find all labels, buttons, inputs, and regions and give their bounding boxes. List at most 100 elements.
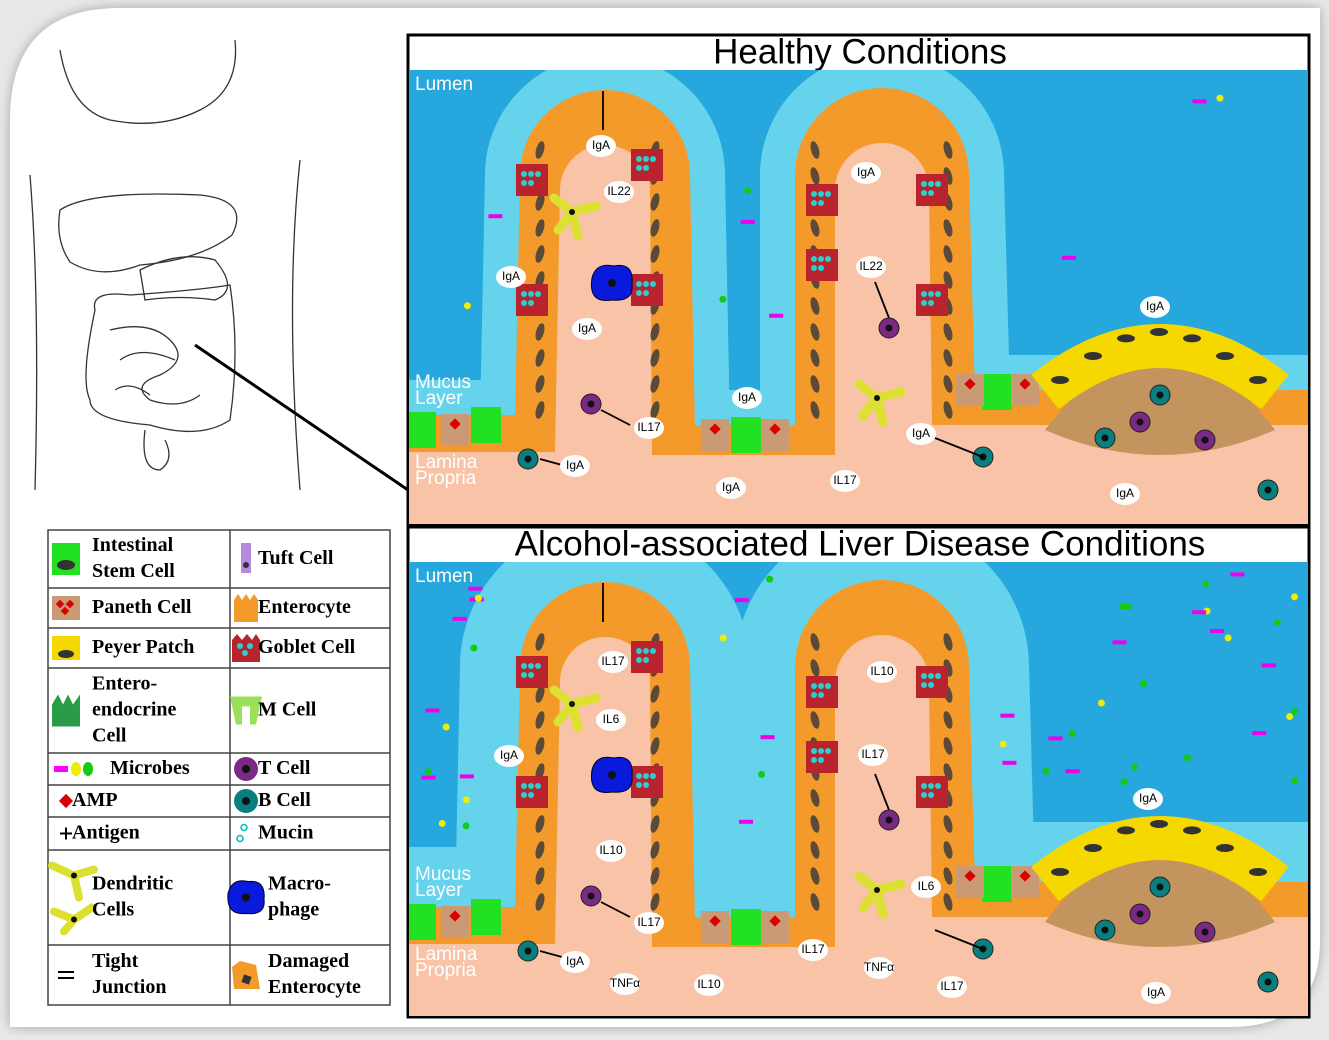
nucleus — [650, 245, 660, 263]
nucleus — [535, 711, 545, 729]
mucin-granule — [928, 190, 934, 196]
nucleus — [943, 867, 953, 885]
mucin-granule — [528, 672, 534, 678]
nucleus — [1216, 352, 1234, 360]
cytokine-label: IgA — [1146, 299, 1164, 313]
nucleus — [535, 219, 545, 237]
mucin-granule — [928, 291, 934, 297]
goblet-cell — [916, 174, 948, 206]
legend-icon — [52, 694, 80, 727]
cytokine-label: IgA — [578, 321, 596, 335]
goblet-icon — [232, 634, 260, 662]
nucleus — [810, 659, 820, 677]
mucin-granule — [825, 748, 831, 754]
microbe — [1252, 731, 1267, 736]
legend-icon — [48, 861, 98, 936]
nucleus — [58, 650, 74, 658]
microbe — [1139, 680, 1147, 688]
legend-label: M Cell — [258, 698, 317, 720]
arrow — [934, 929, 984, 950]
microbe — [719, 634, 727, 642]
nucleus — [535, 685, 545, 703]
arrow — [874, 281, 890, 319]
nucleus — [1249, 868, 1267, 876]
nucleus — [535, 893, 545, 911]
nucleus — [943, 893, 953, 911]
goblet-cell — [916, 666, 948, 698]
mucin-granule — [521, 171, 527, 177]
microbe-rod — [54, 766, 68, 772]
microbe — [1291, 707, 1299, 715]
mucin-granule — [636, 648, 642, 654]
cytokine-label: IL22 — [859, 259, 883, 273]
legend-line: phage — [268, 898, 319, 920]
panel-title: Healthy Conditions — [713, 32, 1007, 71]
mucin-granule — [636, 156, 642, 162]
tuft-icon — [241, 543, 251, 573]
mucin-granule — [928, 673, 934, 679]
mucin-granule — [521, 672, 527, 678]
lamina-label-line: Propria — [415, 960, 477, 981]
mucin-granule — [643, 782, 649, 788]
amp-icon — [58, 793, 74, 809]
microbe — [462, 822, 470, 830]
mucus-label-line: Layer — [415, 388, 463, 409]
microbe — [1130, 763, 1138, 771]
arrow — [934, 437, 984, 458]
legend-line: Entero- — [92, 672, 157, 694]
mucin-granule — [528, 291, 534, 297]
microbe — [1048, 736, 1063, 741]
microbe — [438, 819, 446, 827]
legend: Intestinal Stem Cell Tuft Cell Paneth Cell E… — [47, 529, 391, 1006]
mucin-granule — [811, 200, 817, 206]
arrow — [539, 950, 563, 958]
nucleus — [241, 974, 252, 985]
microbe — [744, 187, 752, 195]
legend-line: Macro- — [268, 872, 331, 894]
mucin-dot — [242, 650, 248, 656]
microbe — [1261, 663, 1276, 668]
goblet-cell — [916, 776, 948, 808]
mucin-granule — [636, 281, 642, 287]
mucin-granule — [921, 682, 927, 688]
cytokine-label: IgA — [722, 480, 740, 494]
legend-line: Goblet Cell — [258, 636, 356, 658]
stem-cell — [731, 417, 761, 453]
nucleus — [1249, 376, 1267, 384]
lamina-label-line: Propria — [415, 468, 477, 489]
mucin-granule — [643, 773, 649, 779]
cytokine-label: IL10 — [870, 664, 894, 678]
cytokine-label: IgA — [566, 458, 584, 472]
legend-label: Tuft Cell — [258, 547, 334, 569]
legend-label: Intestinal Stem Cell — [92, 534, 175, 582]
nucleus — [1201, 928, 1209, 936]
nucleus — [874, 887, 880, 893]
cytokine-label: IgA — [1139, 791, 1157, 805]
nucleus — [943, 841, 953, 859]
nucleus — [810, 323, 820, 341]
stem-cell — [471, 899, 501, 935]
tight-junction-icon — [58, 971, 74, 979]
mucin-granule — [928, 792, 934, 798]
label-bubble — [560, 455, 590, 477]
nucleus — [943, 737, 953, 755]
microbe — [1183, 754, 1191, 762]
scene: Lumen Mucus Layer Lamina Propria IL17 IL10 IL6 I… — [409, 562, 1308, 1016]
nucleus — [535, 349, 545, 367]
legend-label: Damaged Enterocyte — [268, 950, 361, 998]
mucin-granule — [928, 300, 934, 306]
microbe — [757, 770, 765, 778]
mucin-granule — [636, 782, 642, 788]
microbe — [1216, 94, 1224, 102]
mucin-granule — [825, 191, 831, 197]
nucleus — [535, 815, 545, 833]
goblet-cell — [806, 741, 838, 773]
legend-icon — [232, 961, 260, 989]
legend-line: Tight — [92, 950, 139, 972]
cytokine-label: IL17 — [637, 915, 661, 929]
mucin-granule — [921, 792, 927, 798]
nucleus — [810, 375, 820, 393]
mucin-icon — [240, 823, 248, 832]
mucin-granule — [535, 291, 541, 297]
